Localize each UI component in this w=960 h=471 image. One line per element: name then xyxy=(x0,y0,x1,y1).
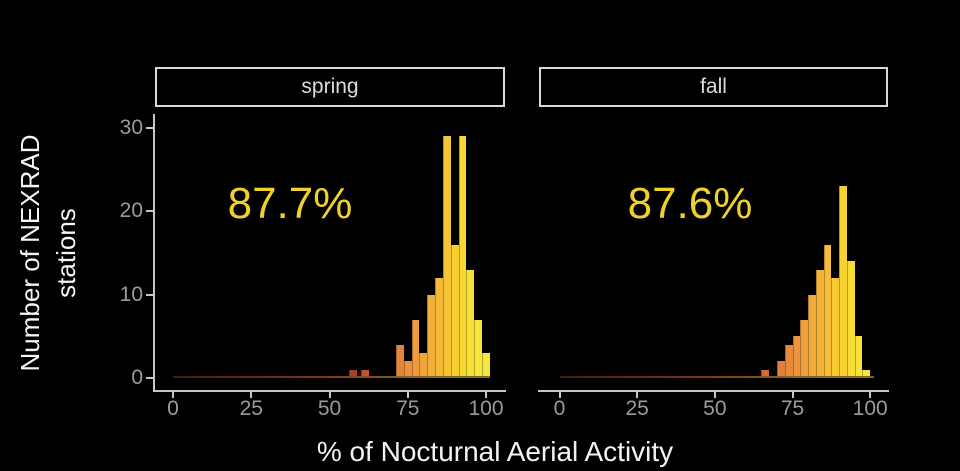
histogram-bar xyxy=(792,336,801,378)
histogram-bar xyxy=(411,319,420,378)
mean-annotation-fall: 87.6% xyxy=(627,179,753,228)
y-tick-mark xyxy=(146,293,153,296)
x-tick-label: 25 xyxy=(239,397,263,420)
histogram-bar xyxy=(808,294,816,378)
x-tick-mark xyxy=(713,391,716,398)
facet-strip-fall: fall xyxy=(539,67,888,107)
x-tick-mark xyxy=(791,391,794,398)
x-tick-label: 100 xyxy=(852,397,888,420)
panel-spring xyxy=(156,107,505,378)
histogram-bar xyxy=(419,353,428,378)
histogram-bar xyxy=(427,294,436,378)
histogram-bar xyxy=(466,269,475,378)
histogram-bar xyxy=(396,344,404,378)
y-axis-title-line1: Number of NEXRAD xyxy=(15,134,45,372)
y-tick-label: 0 xyxy=(131,366,143,389)
x-tick-label: 75 xyxy=(780,397,805,420)
x-tick-mark xyxy=(485,391,487,398)
histogram-bar xyxy=(776,361,785,378)
y-tick-mark xyxy=(146,377,153,379)
x-tick-mark xyxy=(172,391,174,398)
y-tick-mark xyxy=(146,127,153,129)
x-tick-label: 0 xyxy=(553,397,566,420)
histogram-bar xyxy=(458,136,467,378)
y-tick-mark xyxy=(146,210,153,213)
x-tick-mark xyxy=(636,391,639,398)
histogram-bar xyxy=(403,361,412,378)
x-tick-label: 50 xyxy=(317,397,342,420)
histogram-bar xyxy=(862,369,871,378)
y-axis-title: Number of NEXRAD stations xyxy=(12,93,84,413)
x-tick-label: 25 xyxy=(625,397,649,420)
y-axis-line xyxy=(152,114,155,392)
mean-annotation-spring: 87.7% xyxy=(227,179,353,228)
x-tick-label: 0 xyxy=(167,397,179,420)
facet-strip-fall-label: fall xyxy=(700,75,727,98)
x-axis-title: % of Nocturnal Aerial Activity xyxy=(316,436,674,467)
x-axis-line xyxy=(152,389,506,392)
x-axis-line xyxy=(538,389,889,392)
x-tick-mark xyxy=(328,391,331,398)
histogram-bar xyxy=(349,369,357,378)
histogram-bar xyxy=(823,244,832,378)
y-axis-title-line2: stations xyxy=(51,208,81,298)
histogram-bar xyxy=(800,319,809,378)
y-tick-label: 10 xyxy=(119,282,143,306)
zero-baseline xyxy=(559,376,875,378)
histogram-bar xyxy=(474,319,483,378)
x-tick-label: 75 xyxy=(396,397,420,420)
histogram-bar xyxy=(784,344,793,378)
y-tick-label: 30 xyxy=(119,116,143,139)
histogram-bar xyxy=(761,369,770,378)
x-tick-mark xyxy=(869,391,872,398)
histogram-bar xyxy=(815,269,824,378)
histogram-bar xyxy=(831,278,840,378)
histogram-bar xyxy=(839,186,847,378)
histogram-bar xyxy=(435,278,443,378)
y-tick-label: 20 xyxy=(119,199,143,223)
histogram-bar xyxy=(360,369,369,378)
facet-strip-spring: spring xyxy=(155,67,505,107)
facet-strip-spring-label: spring xyxy=(301,75,359,98)
histogram-bar xyxy=(442,136,451,378)
histogram-bar xyxy=(482,353,490,378)
x-tick-mark xyxy=(406,391,409,398)
histogram-bar xyxy=(846,261,855,378)
histogram-bar xyxy=(854,336,863,378)
panel-fall xyxy=(539,107,888,378)
x-tick-label: 100 xyxy=(468,397,504,420)
x-tick-mark xyxy=(250,391,253,398)
histogram-bar xyxy=(450,244,459,378)
zero-baseline xyxy=(173,376,490,378)
x-tick-mark xyxy=(558,391,561,398)
x-tick-label: 50 xyxy=(703,397,727,420)
